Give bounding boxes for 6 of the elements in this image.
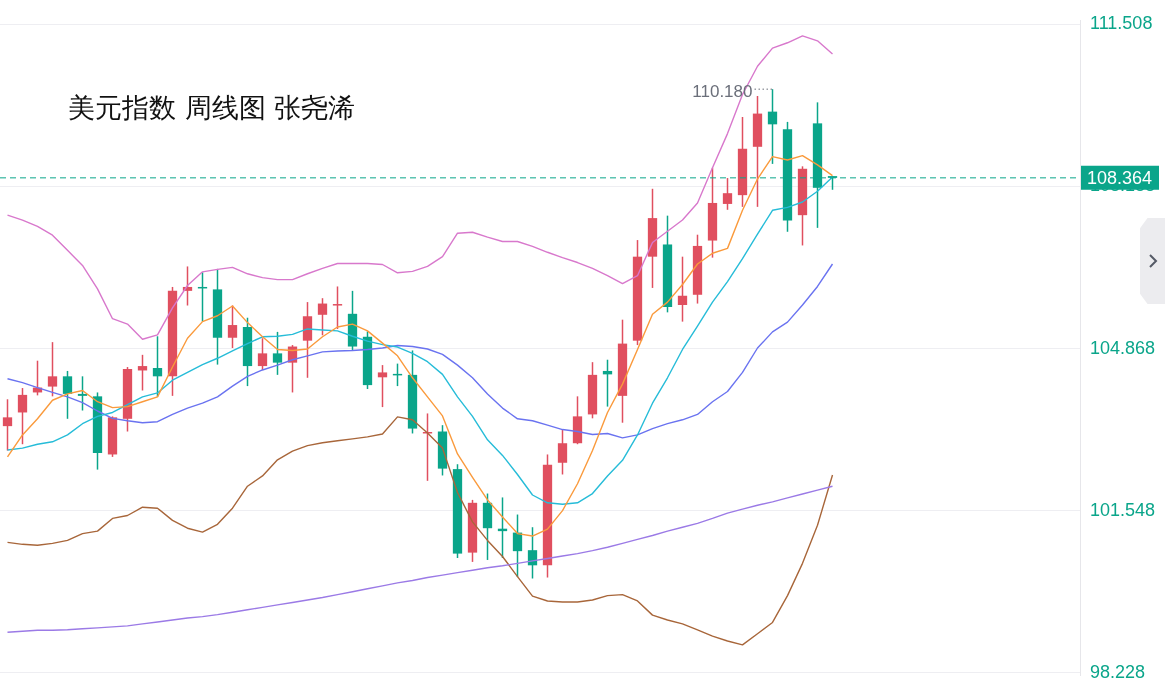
y-tick-label: 104.868 xyxy=(1090,337,1156,358)
ref-line-label: 108.364 xyxy=(1087,167,1153,188)
y-tick-label: 101.548 xyxy=(1090,499,1156,520)
y-tick-label: 111.508 xyxy=(1090,13,1153,34)
text: 美元指数 周线图 张尧浠 xyxy=(68,91,356,125)
y-tick-label: 98.228 xyxy=(1090,661,1146,682)
